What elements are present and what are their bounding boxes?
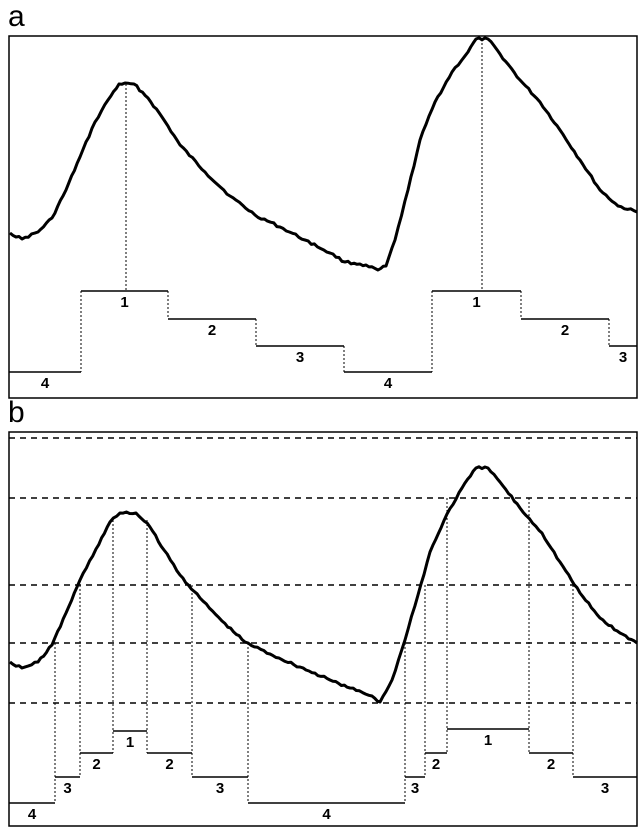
panel-b-pulse-label-4: 1 [126,734,134,751]
panel-b-letter: b [8,396,25,429]
panel-b-pulse-label-2: 3 [63,780,71,797]
panel-a-pulse-label-5: 4 [384,375,393,392]
panel-b-pulse-label-8: 3 [411,780,419,797]
panel-b-pulse-label-7: 4 [322,806,331,823]
panel-b-pulse-label-11: 2 [547,756,555,773]
panel-a-signal-curve [9,36,638,272]
panel-b-pulse-label-9: 2 [432,756,440,773]
panel-b-pulse-label-6: 3 [216,780,224,797]
panel-b-pulse-label-12: 3 [601,780,609,797]
panel-a-pulse-label-2: 1 [120,294,128,311]
panel-a-pulse-label-8: 3 [619,349,627,366]
panel-b-pulse-label-10: 1 [484,732,492,749]
panel-b-frame [8,431,638,827]
panel-b-signal-curve [9,465,638,704]
panel-b-pulse-label-5: 2 [165,756,173,773]
panel-a-letter: a [8,0,25,33]
panel-a-pulse-label-1: 4 [41,375,50,392]
panel-b-pulse-label-3: 2 [92,756,100,773]
panel-b-pulse-label-1: 4 [28,806,37,823]
panel-a: 4 1 2 3 4 1 2 3 [9,36,638,392]
panel-a-pulse-label-6: 1 [472,294,480,311]
panel-a-pulse-label-7: 2 [561,322,569,339]
panel-a-pulse-label-3: 2 [208,322,216,339]
panel-a-pulse-label-4: 3 [296,349,304,366]
panel-a-frame [8,35,638,399]
